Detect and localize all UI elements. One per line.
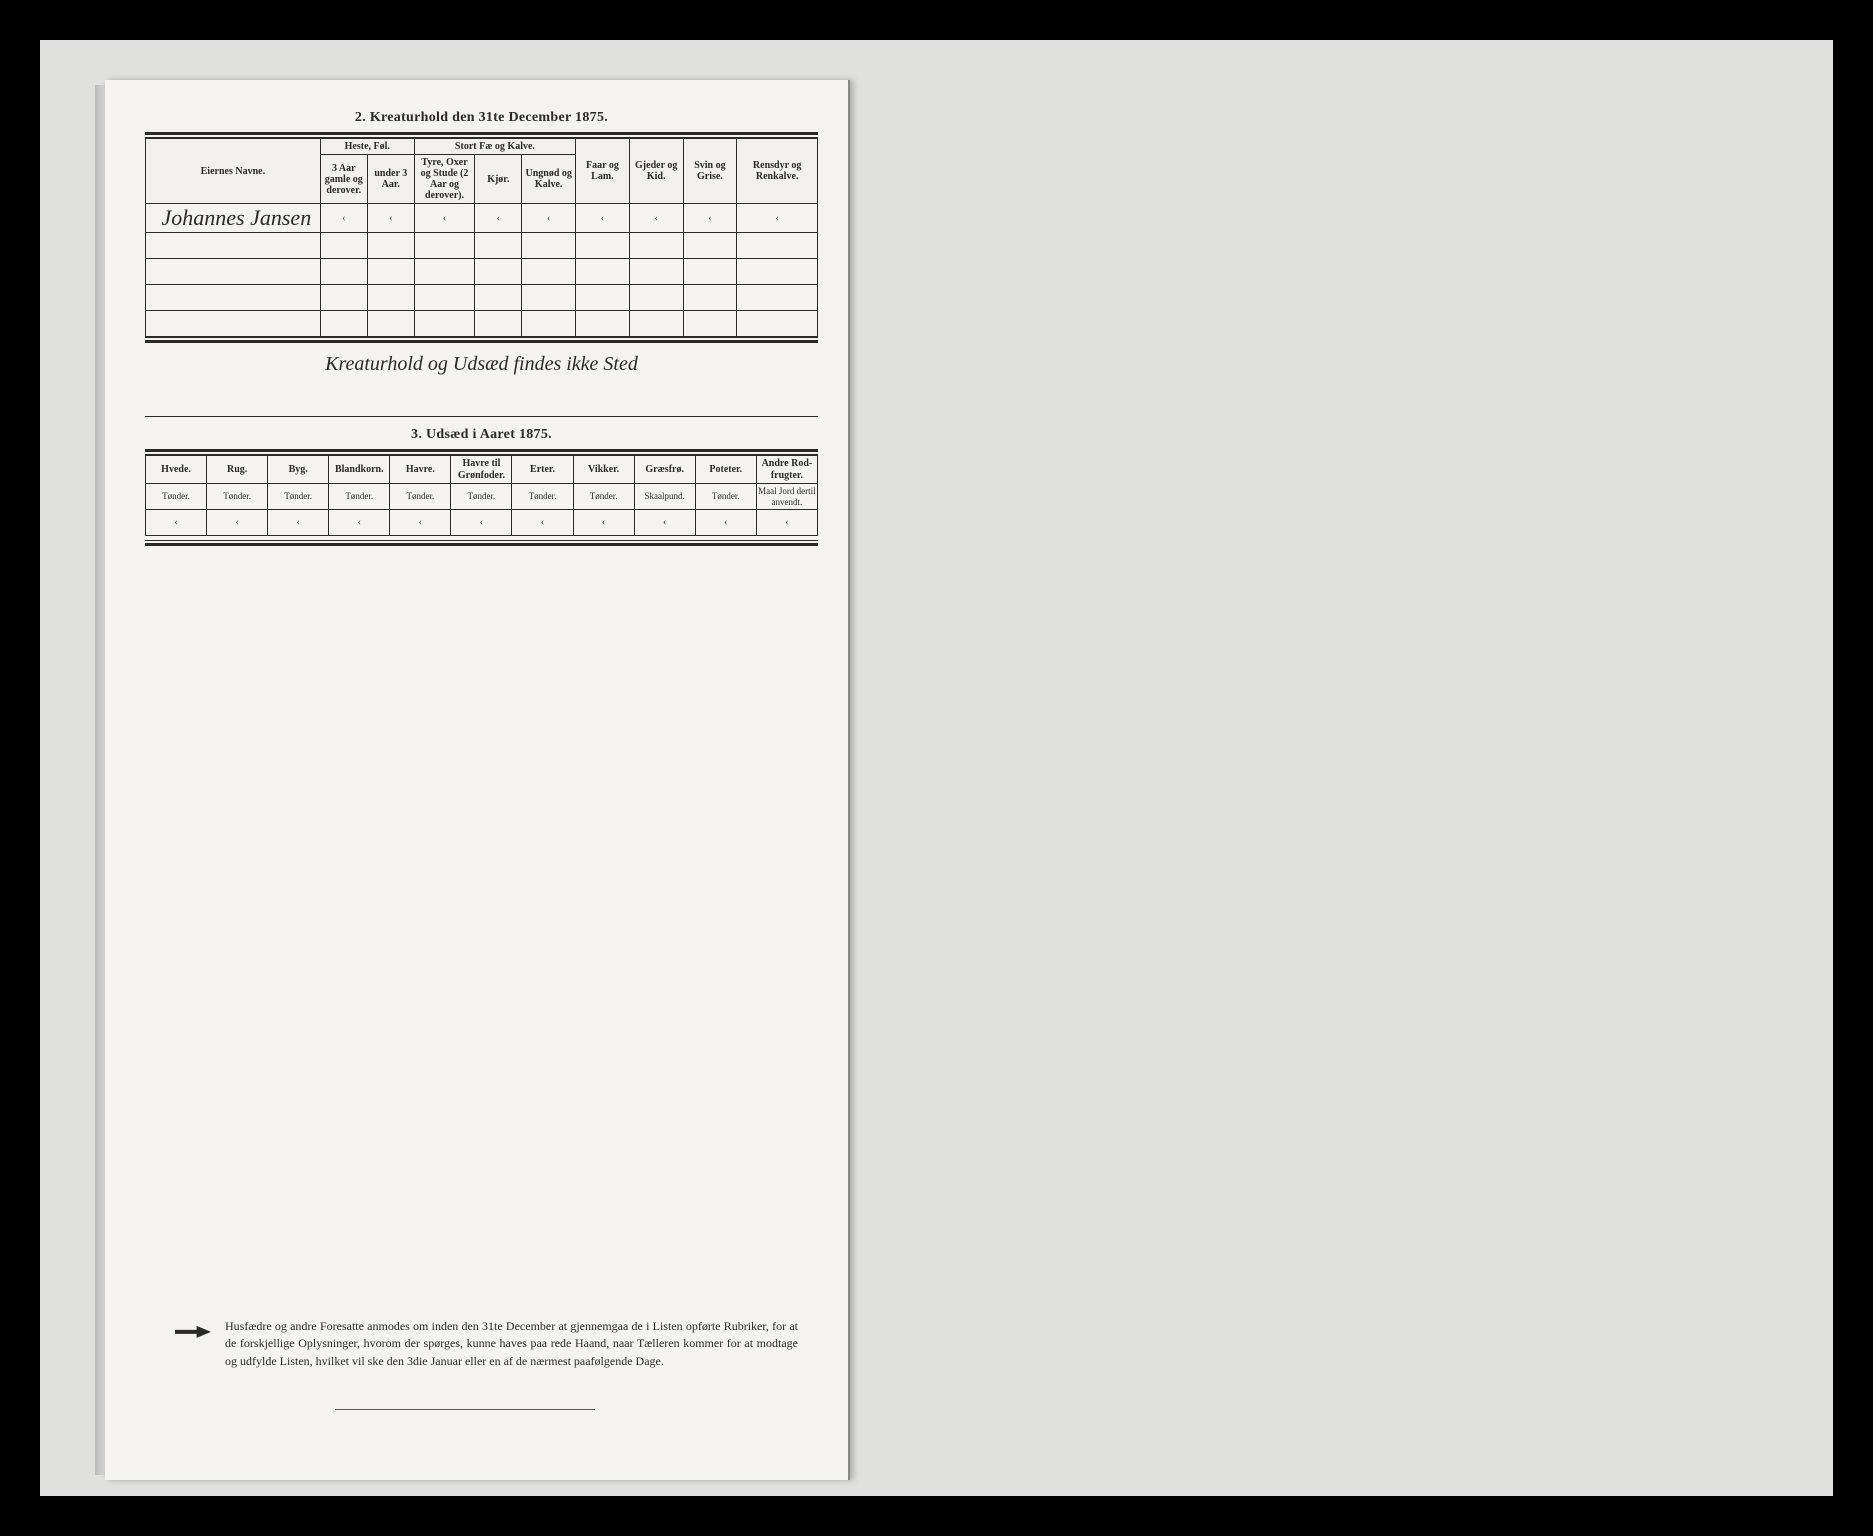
cell: ‹ [414,204,474,233]
col-faar: Faar og Lam. [576,139,630,204]
cell: ‹ [320,204,367,233]
seed-col: Rug. [207,456,268,484]
seed-col: Blandkorn. [329,456,390,484]
col-s3: Ungnød og Kalve. [522,155,576,204]
owner-header: Eiernes Navne. [146,139,321,204]
footer-text: Husfædre og andre Foresatte anmodes om i… [225,1318,798,1370]
seed-unit: Skaalpund. [634,484,695,510]
seed-unit: Tønder. [329,484,390,510]
table-row [146,311,818,337]
seed-col: Erter. [512,456,573,484]
cell: ‹ [367,204,414,233]
col-ren: Rensdyr og Renkalve. [737,139,818,204]
seed-col: Hvede. [146,456,207,484]
cell: ‹ [573,509,634,535]
col-group-heste: Heste, Føl. [320,139,414,155]
cell: ‹ [512,509,573,535]
cell: ‹ [634,509,695,535]
seed-unit: Tønder. [451,484,512,510]
rule [145,540,818,541]
seed-unit: Tønder. [207,484,268,510]
table-row [146,259,818,285]
rule [145,132,818,135]
cell: ‹ [268,509,329,535]
cell: ‹ [390,509,451,535]
rule [145,337,818,338]
seed-col: Byg. [268,456,329,484]
bottom-rule [335,1409,595,1410]
col-h2: under 3 Aar. [367,155,414,204]
seed-unit: Tønder. [146,484,207,510]
seed-col: Vikker. [573,456,634,484]
cell: ‹ [756,509,817,535]
cell: ‹ [451,509,512,535]
rule [145,449,818,452]
cell: ‹ [683,204,737,233]
scanner-background: 2. Kreaturhold den 31te December 1875. E… [40,40,1833,1496]
cell: ‹ [329,509,390,535]
rule [145,543,818,546]
cell: ‹ [146,509,207,535]
cell: ‹ [522,204,576,233]
col-group-stort: Stort Fæ og Kalve. [414,139,575,155]
seed-col: Poteter. [695,456,756,484]
rule [145,340,818,343]
seed-col: Andre Rod-frugter. [756,456,817,484]
footer-block: Husfædre og andre Foresatte anmodes om i… [175,1318,798,1370]
col-svin: Svin og Grise. [683,139,737,204]
col-gjeder: Gjeder og Kid. [629,139,683,204]
seed-unit: Tønder. [390,484,451,510]
col-s2: Kjør. [475,155,522,204]
seed-table: Hvede. Rug. Byg. Blandkorn. Havre. Havre… [145,455,818,536]
handwritten-note: Kreaturhold og Udsæd findes ikke Sted [145,353,818,376]
section3-title: 3. Udsæd i Aaret 1875. [145,427,818,443]
seed-unit: Tønder. [695,484,756,510]
seed-col: Havre. [390,456,451,484]
table-row [146,285,818,311]
table-row: Johannes Jansen ‹ ‹ ‹ ‹ ‹ ‹ ‹ ‹ ‹ [146,204,818,233]
seed-unit: Maal Jord dertil anvendt. [756,484,817,510]
rule [145,416,818,417]
owner-name: Johannes Jansen [146,204,321,233]
seed-col: Græsfrø. [634,456,695,484]
table-row [146,233,818,259]
seed-unit: Tønder. [268,484,329,510]
pointing-hand-icon [175,1322,211,1342]
col-s1: Tyre, Oxer og Stude (2 Aar og derover). [414,155,474,204]
document-page: 2. Kreaturhold den 31te December 1875. E… [105,80,850,1480]
table-row: ‹ ‹ ‹ ‹ ‹ ‹ ‹ ‹ ‹ ‹ ‹ [146,509,818,535]
seed-col: Havre til Grønfoder. [451,456,512,484]
cell: ‹ [737,204,818,233]
cell: ‹ [576,204,630,233]
cell: ‹ [695,509,756,535]
col-h1: 3 Aar gamle og derover. [320,155,367,204]
cell: ‹ [475,204,522,233]
seed-unit: Tønder. [573,484,634,510]
livestock-table: Eiernes Navne. Heste, Føl. Stort Fæ og K… [145,138,818,337]
cell: ‹ [629,204,683,233]
section2-title: 2. Kreaturhold den 31te December 1875. [145,110,818,126]
cell: ‹ [207,509,268,535]
seed-unit: Tønder. [512,484,573,510]
